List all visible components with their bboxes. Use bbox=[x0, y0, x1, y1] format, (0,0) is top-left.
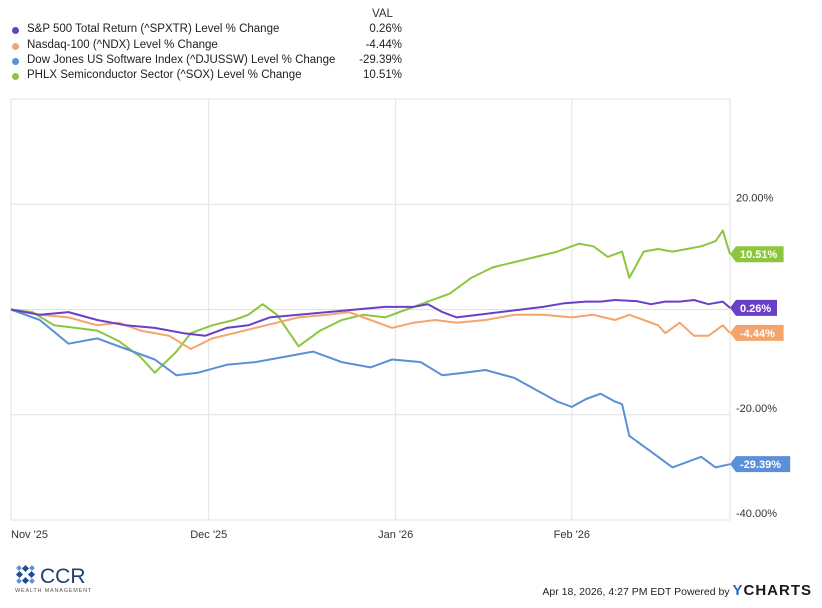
timestamp: Apr 18, 2026, 4:27 PM EDT Powered by bbox=[542, 586, 730, 598]
legend-item-spxtr[interactable]: S&P 500 Total Return (^SPXTR) Level % Ch… bbox=[12, 23, 402, 38]
ycharts-brand[interactable]: YCHARTS bbox=[732, 582, 812, 599]
y-tick-label: 20.00% bbox=[736, 192, 774, 204]
legend-item-sox[interactable]: PHLX Semiconductor Sector (^SOX) Level %… bbox=[12, 69, 402, 84]
y-tick-label: -20.00% bbox=[736, 403, 777, 415]
series-line[interactable] bbox=[10, 229, 731, 374]
logo-text: CCR bbox=[40, 565, 86, 588]
ycharts-y-icon: Y bbox=[732, 582, 744, 599]
legend-item-value: 10.51% bbox=[362, 69, 402, 81]
x-tick-label: Jan '26 bbox=[378, 529, 413, 541]
end-value-label: -4.44% bbox=[740, 328, 775, 340]
series-line[interactable] bbox=[10, 308, 731, 350]
ccr-logo-icon: CCR WEALTH MANAGEMENT bbox=[15, 564, 92, 594]
legend-marker-icon bbox=[12, 27, 19, 34]
legend-item-ndx[interactable]: Nasdaq-100 (^NDX) Level % Change -4.44% bbox=[12, 39, 402, 54]
legend-item-label: Nasdaq-100 (^NDX) Level % Change bbox=[27, 39, 218, 51]
series-line[interactable] bbox=[10, 308, 731, 469]
legend-marker-icon bbox=[12, 43, 19, 50]
x-tick-label: Nov '25 bbox=[11, 529, 48, 541]
ycharts-brand-text: CHARTS bbox=[743, 582, 812, 599]
legend-marker-icon bbox=[12, 58, 19, 65]
line-chart[interactable]: 20.00% -20.00% -40.00% Nov '25 Dec '25 Jan '2… bbox=[0, 0, 822, 560]
legend-item-label: Dow Jones US Software Index (^DJUSSW) Le… bbox=[27, 54, 336, 66]
ccr-logo: CCR WEALTH MANAGEMENT bbox=[14, 564, 114, 599]
end-value-flag bbox=[730, 324, 784, 341]
x-tick-label: Dec '25 bbox=[190, 529, 227, 541]
legend-item-value: -29.39% bbox=[359, 54, 402, 66]
legend-item-djussw[interactable]: Dow Jones US Software Index (^DJUSSW) Le… bbox=[12, 54, 402, 69]
end-value-label: -29.39% bbox=[740, 459, 781, 471]
footer-attribution: Apr 18, 2026, 4:27 PM EDT Powered by YCH… bbox=[542, 582, 812, 599]
end-value-label: 10.51% bbox=[740, 249, 778, 261]
end-value-flag bbox=[730, 299, 777, 316]
legend-item-label: S&P 500 Total Return (^SPXTR) Level % Ch… bbox=[27, 23, 280, 35]
legend-item-value: 0.26% bbox=[369, 23, 402, 35]
legend-header: VAL bbox=[372, 8, 393, 20]
legend-item-value: -4.44% bbox=[365, 39, 402, 51]
legend-item-label: PHLX Semiconductor Sector (^SOX) Level %… bbox=[27, 69, 302, 81]
end-value-flag bbox=[730, 456, 791, 473]
legend-marker-icon bbox=[12, 73, 19, 80]
logo-subtext: WEALTH MANAGEMENT bbox=[15, 588, 92, 594]
y-tick-label: -40.00% bbox=[736, 508, 777, 520]
end-value-label: 0.26% bbox=[740, 303, 771, 315]
end-value-flag bbox=[730, 246, 784, 263]
series-line[interactable] bbox=[10, 299, 731, 337]
x-tick-label: Feb '26 bbox=[554, 529, 590, 541]
